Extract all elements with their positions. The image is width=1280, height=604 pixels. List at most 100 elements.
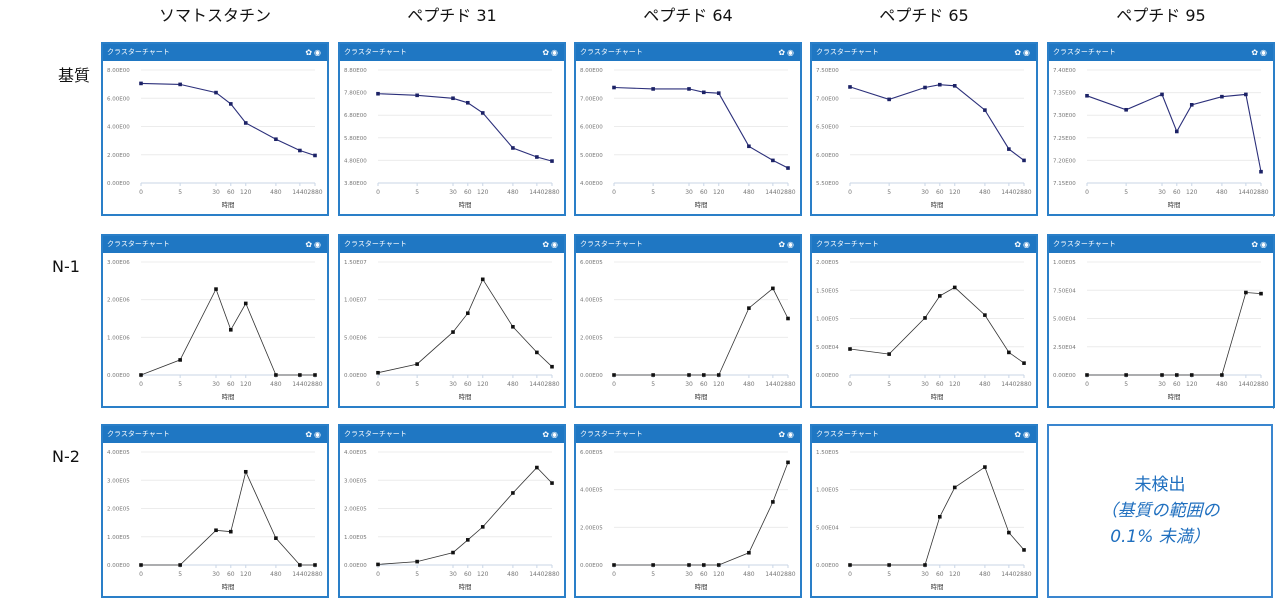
options-circle-icon[interactable]: ◉ <box>1023 48 1032 57</box>
cluster-chart-panel: クラスターチャート ✿◉ 0.00E00 2.00E05 4.00E05 6.00E05 0… <box>574 234 802 408</box>
x-tick-label: 0 <box>612 189 616 196</box>
y-tick-label: 0.00E00 <box>580 373 603 379</box>
y-tick-label: 7.35E00 <box>1053 91 1076 97</box>
gear-icon[interactable]: ✿ <box>778 48 788 57</box>
x-axis-label: 時間 <box>931 393 944 401</box>
x-axis-label: 時間 <box>695 201 708 209</box>
row-label-substrate: 基質 <box>58 66 91 85</box>
line-chart: 4.00E00 5.00E00 6.00E00 7.00E00 8.00E00 0 5 30 6… <box>580 68 796 209</box>
options-circle-icon[interactable]: ◉ <box>551 48 560 57</box>
data-point <box>952 84 957 88</box>
options-circle-icon[interactable]: ◉ <box>314 240 323 249</box>
options-circle-icon[interactable]: ◉ <box>787 240 796 249</box>
x-tick-label: 30 <box>685 381 693 388</box>
y-tick-label: 6.00E00 <box>816 153 839 159</box>
series-line <box>140 288 315 376</box>
y-tick-label: 5.50E00 <box>816 181 839 187</box>
cluster-chart-panel: クラスターチャート ✿◉ 4.00E00 5.00E00 6.00E00 7.00E00 8… <box>574 42 802 216</box>
data-point <box>983 465 987 469</box>
panel-header: クラスターチャート ✿◉ <box>812 44 1036 61</box>
data-point <box>451 330 455 334</box>
options-circle-icon[interactable]: ◉ <box>314 48 323 57</box>
panel-title: クラスターチャート <box>344 48 407 56</box>
line-chart: 0.00E00 2.00E05 4.00E05 6.00E05 0 5 30 60 120 480… <box>580 450 796 591</box>
options-circle-icon[interactable]: ◉ <box>787 48 796 57</box>
x-tick-label: 1440 <box>292 381 307 388</box>
options-circle-icon[interactable]: ◉ <box>551 430 560 439</box>
panel-title: クラスターチャート <box>580 240 643 248</box>
y-tick-label: 3.00E05 <box>344 478 367 484</box>
x-tick-label: 5 <box>887 571 891 578</box>
x-tick-label: 120 <box>1186 381 1198 388</box>
data-point <box>313 563 317 567</box>
options-circle-icon[interactable]: ◉ <box>551 240 560 249</box>
y-tick-label: 4.80E00 <box>344 158 367 164</box>
x-tick-label: 30 <box>685 189 693 196</box>
y-tick-label: 2.00E06 <box>107 298 130 304</box>
x-tick-label: 1440 <box>765 189 780 196</box>
y-tick-label: 1.00E06 <box>107 335 130 341</box>
x-tick-label: 2880 <box>780 571 795 578</box>
gear-icon[interactable]: ✿ <box>1014 430 1024 439</box>
x-axis-label: 時間 <box>459 393 472 401</box>
x-tick-label: 0 <box>612 571 616 578</box>
gear-icon[interactable]: ✿ <box>305 430 315 439</box>
x-tick-label: 480 <box>743 189 755 196</box>
gear-icon[interactable]: ✿ <box>1251 48 1261 57</box>
x-tick-label: 1440 <box>529 571 544 578</box>
y-tick-label: 8.00E00 <box>580 68 603 74</box>
x-tick-label: 2880 <box>780 381 795 388</box>
x-tick-label: 1440 <box>292 571 307 578</box>
panel-header: クラスターチャート ✿◉ <box>103 44 327 61</box>
gear-icon[interactable]: ✿ <box>542 48 552 57</box>
series-line <box>140 82 316 157</box>
cluster-chart-panel: クラスターチャート ✿◉ 0.00E00 2.00E00 4.00E00 6.00E00 8… <box>101 42 329 216</box>
x-tick-label: 30 <box>921 571 929 578</box>
data-point <box>465 311 470 316</box>
series-line <box>1087 292 1262 376</box>
y-tick-label: 3.80E00 <box>344 181 367 187</box>
options-circle-icon[interactable]: ◉ <box>1023 430 1032 439</box>
series-line <box>1086 93 1262 172</box>
gear-icon[interactable]: ✿ <box>305 48 315 57</box>
x-tick-label: 60 <box>227 571 235 578</box>
y-tick-label: 4.00E05 <box>580 488 603 494</box>
gear-icon[interactable]: ✿ <box>305 240 315 249</box>
line-chart: 0.00E00 2.00E00 4.00E00 6.00E00 8.00E00 0 5 30 6… <box>107 68 323 209</box>
gear-icon[interactable]: ✿ <box>1014 240 1024 249</box>
column-header-0: ソマトスタチン <box>158 6 271 25</box>
data-point <box>612 563 616 567</box>
y-tick-label: 5.00E04 <box>1053 317 1076 323</box>
options-circle-icon[interactable]: ◉ <box>314 430 323 439</box>
data-point <box>701 563 706 567</box>
y-tick-label: 1.00E07 <box>344 298 367 304</box>
y-tick-label: 8.80E00 <box>344 68 367 74</box>
gear-icon[interactable]: ✿ <box>778 240 788 249</box>
column-header-1: ペプチド 31 <box>407 6 497 25</box>
data-point <box>313 153 317 158</box>
cluster-chart-panel: クラスターチャート ✿◉ 0.00E00 5.00E04 1.00E05 1.50E05 0… <box>810 424 1038 598</box>
options-circle-icon[interactable]: ◉ <box>1260 240 1269 249</box>
x-tick-label: 5 <box>887 381 891 388</box>
options-circle-icon[interactable]: ◉ <box>787 430 796 439</box>
options-circle-icon[interactable]: ◉ <box>1023 240 1032 249</box>
gear-icon[interactable]: ✿ <box>1251 240 1261 249</box>
gear-icon[interactable]: ✿ <box>1014 48 1024 57</box>
x-tick-label: 120 <box>477 571 489 578</box>
line-chart: 0.00E00 1.00E05 2.00E05 3.00E05 4.00E05 0 5 30 6… <box>344 450 560 591</box>
x-tick-label: 60 <box>936 189 944 196</box>
x-tick-label: 60 <box>227 381 235 388</box>
x-tick-label: 60 <box>1173 189 1181 196</box>
options-circle-icon[interactable]: ◉ <box>1260 48 1269 57</box>
y-tick-label: 1.50E07 <box>344 260 367 266</box>
y-tick-label: 2.00E05 <box>580 335 603 341</box>
gear-icon[interactable]: ✿ <box>542 240 552 249</box>
gear-icon[interactable]: ✿ <box>542 430 552 439</box>
data-point <box>1022 361 1026 365</box>
gear-icon[interactable]: ✿ <box>778 430 788 439</box>
x-tick-label: 5 <box>651 189 655 196</box>
panel-title: クラスターチャート <box>580 430 643 438</box>
y-tick-label: 7.50E00 <box>816 68 839 74</box>
data-point <box>376 562 380 567</box>
data-point <box>178 82 182 87</box>
